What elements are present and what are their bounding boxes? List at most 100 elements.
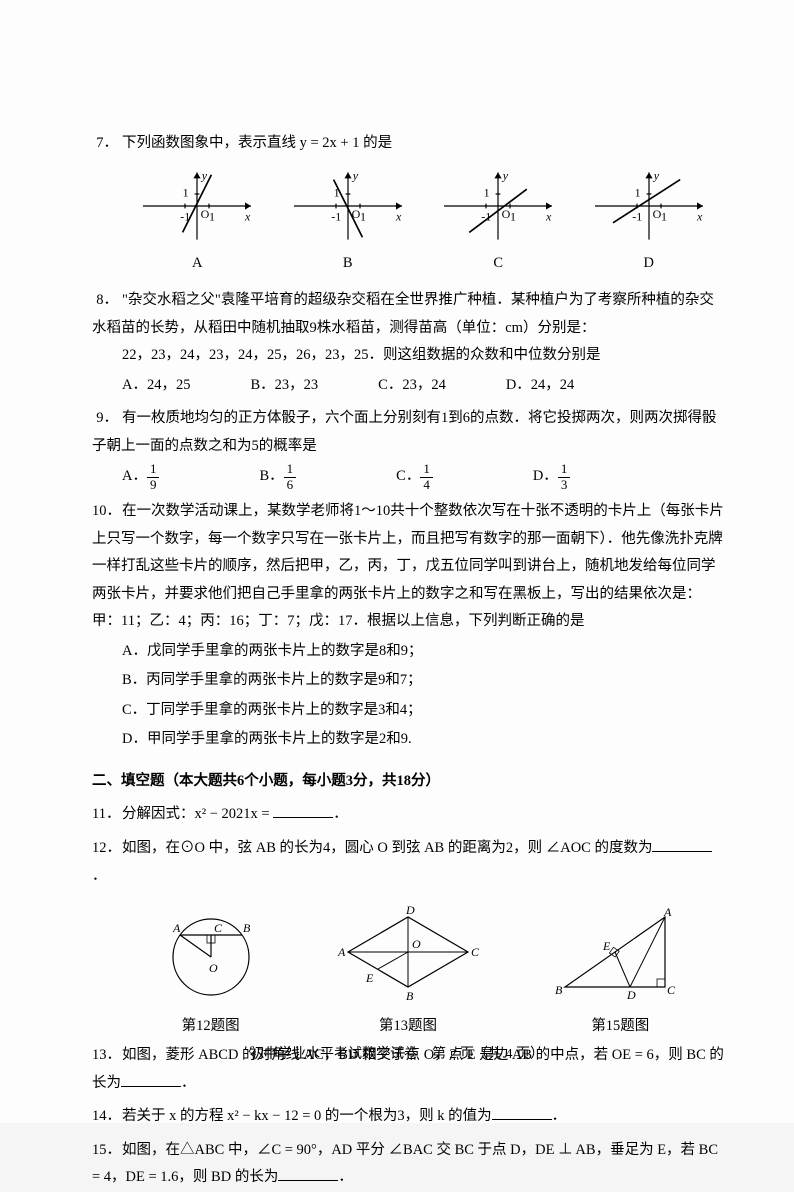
q8-choices: A．24，25 B．23，23 C．23，24 D．24，24 [92, 372, 724, 400]
svg-text:B: B [406, 989, 414, 1002]
coord-graph-icon: -1 O 1 1 y x [137, 166, 257, 246]
q9-choices: A．19 B．16 C．14 D．13 [92, 462, 724, 492]
question-10: 10．在一次数学活动课上，某数学老师将1～10共十个整数依次写在十张不透明的卡片… [92, 498, 724, 754]
q14-number: 14． [92, 1103, 118, 1131]
diagram-15: A B C D E 第15题图 [545, 902, 695, 1040]
svg-text:-1: -1 [180, 209, 190, 223]
q14-text: 若关于 x 的方程 x² − kx − 12 = 0 的一个根为3，则 k 的值… [122, 1108, 492, 1124]
q7-text: 下列函数图象中，表示直线 y = 2x + 1 的是 [122, 135, 392, 151]
q7-graph-a: -1 O 1 1 y x A [127, 166, 267, 278]
svg-text:A: A [172, 921, 181, 935]
q7-label-c: C [428, 250, 568, 278]
svg-text:-1: -1 [632, 209, 642, 223]
q12-number: 12． [92, 835, 118, 863]
coord-graph-icon: -1 O 1 1 y x [288, 166, 408, 246]
q10-option-b: B．丙同学手里拿的两张卡片上的数字是9和7； [122, 667, 724, 695]
q15-number: 15． [92, 1137, 118, 1165]
q15-text: 如图，在△ABC 中，∠C = 90°，AD 平分 ∠BAC 交 BC 于点 D… [92, 1142, 718, 1186]
question-15: 15．如图，在△ABC 中，∠C = 90°，AD 平分 ∠BAC 交 BC 于… [92, 1137, 724, 1192]
diagram-12-caption: 第12题图 [151, 1013, 271, 1041]
svg-text:1: 1 [360, 209, 366, 223]
q10-number: 10． [92, 498, 118, 526]
q8-number: 8． [92, 287, 118, 315]
question-12: 12．如图，在⊙O 中，弦 AB 的长为4，圆心 O 到弦 AB 的距离为2，则… [92, 835, 724, 890]
q8-text1: "杂交水稻之父"袁隆平培育的超级杂交稻在全世界推广种植．某种植户为了考察所种植的… [92, 292, 714, 336]
rhombus-diagram-icon: A B C D E O [328, 902, 488, 1002]
diagram-13: A B C D E O 第13题图 [328, 902, 488, 1040]
q7-label-a: A [127, 250, 267, 278]
svg-text:A: A [663, 905, 672, 919]
section-2-header: 二、填空题（本大题共6个小题，每小题3分，共18分） [92, 768, 724, 796]
svg-text:y: y [653, 168, 660, 182]
q7-number: 7． [92, 130, 118, 158]
svg-text:O: O [209, 961, 218, 975]
q9-text: 有一枚质地均匀的正方体骰子，六个面上分别刻有1到6的点数．将它投掷两次，则两次掷… [92, 410, 717, 454]
svg-text:C: C [471, 945, 480, 959]
q8-text2: 22，23，24，23，24，25，26，23，25．则这组数据的众数和中位数分… [92, 342, 724, 370]
diagram-13-caption: 第13题图 [328, 1013, 488, 1041]
q15-tail: ． [338, 1169, 353, 1185]
q8-choice-a: A．24，25 [122, 372, 190, 400]
q10-option-d: D．甲同学手里拿的两张卡片上的数字是2和9. [122, 726, 724, 754]
q12-blank [652, 836, 712, 852]
q10-option-a: A．戊同学手里拿的两张卡片上的数字是8和9； [122, 638, 724, 666]
diagram-15-caption: 第15题图 [545, 1013, 695, 1041]
svg-text:1: 1 [661, 209, 667, 223]
question-8: 8．"杂交水稻之父"袁隆平培育的超级杂交稻在全世界推广种植．某种植户为了考察所种… [92, 287, 724, 399]
question-7: 7．下列函数图象中，表示直线 y = 2x + 1 的是 -1 O 1 1 [92, 130, 724, 281]
q7-graph-c: -1 O 1 1 y x C [428, 166, 568, 278]
question-14: 14．若关于 x 的方程 x² − kx − 12 = 0 的一个根为3，则 k… [92, 1103, 724, 1131]
q7-graphs: -1 O 1 1 y x A [92, 158, 724, 282]
diagram-row: A B C O 第12题图 A B C D E O 第13题图 [92, 896, 724, 1042]
question-9: 9．有一枚质地均匀的正方体骰子，六个面上分别刻有1到6的点数．将它投掷两次，则两… [92, 405, 724, 492]
q8-choice-b: B．23，23 [250, 372, 318, 400]
diagram-12: A B C O 第12题图 [151, 902, 271, 1040]
q11-tail: ． [333, 806, 348, 822]
svg-text:A: A [337, 945, 346, 959]
svg-text:y: y [502, 168, 509, 182]
page-footer: 初中学业水平考试数学试卷 第 2 页（共 4 页） [0, 1042, 794, 1069]
q7-label-b: B [278, 250, 418, 278]
q13-tail: ． [181, 1075, 196, 1091]
svg-text:1: 1 [183, 185, 189, 199]
q9-choice-a: A．19 [122, 462, 159, 492]
svg-text:C: C [214, 921, 223, 935]
q11-text: 分解因式：x² − 2021x = [122, 806, 273, 822]
svg-text:D: D [405, 903, 415, 917]
svg-text:1: 1 [484, 185, 490, 199]
q14-tail: ． [552, 1108, 567, 1124]
q10-option-c: C．丁同学手里拿的两张卡片上的数字是3和4； [122, 697, 724, 725]
q11-blank [273, 803, 333, 819]
coord-graph-icon: -1 O 1 1 y x [589, 166, 709, 246]
q13-blank [121, 1071, 181, 1087]
svg-text:-1: -1 [331, 209, 341, 223]
svg-text:y: y [201, 168, 208, 182]
q10-options: A．戊同学手里拿的两张卡片上的数字是8和9； B．丙同学手里拿的两张卡片上的数字… [92, 638, 724, 754]
q12-text: 如图，在⊙O 中，弦 AB 的长为4，圆心 O 到弦 AB 的距离为2，则 ∠A… [122, 840, 652, 856]
q14-blank [492, 1105, 552, 1121]
svg-text:O: O [412, 937, 421, 951]
triangle-diagram-icon: A B C D E [545, 902, 695, 1002]
svg-text:x: x [545, 209, 552, 223]
q9-choice-b: B．16 [259, 462, 296, 492]
q9-choice-d: D．13 [533, 462, 570, 492]
svg-text:E: E [602, 939, 611, 953]
exam-page: 7．下列函数图象中，表示直线 y = 2x + 1 的是 -1 O 1 1 [0, 0, 794, 1123]
q10-text: 在一次数学活动课上，某数学老师将1～10共十个整数依次写在十张不透明的卡片上（每… [92, 503, 724, 629]
svg-text:B: B [243, 921, 251, 935]
svg-text:x: x [244, 209, 251, 223]
q7-label-d: D [579, 250, 719, 278]
svg-text:x: x [395, 209, 402, 223]
coord-graph-icon: -1 O 1 1 y x [438, 166, 558, 246]
q9-number: 9． [92, 405, 118, 433]
q7-graph-d: -1 O 1 1 y x D [579, 166, 719, 278]
q9-choice-c: C．14 [396, 462, 433, 492]
q12-tail: ． [92, 868, 107, 884]
svg-text:B: B [555, 983, 563, 997]
svg-text:1: 1 [209, 209, 215, 223]
svg-text:-1: -1 [481, 209, 491, 223]
svg-text:x: x [696, 209, 703, 223]
svg-text:y: y [352, 168, 359, 182]
svg-text:1: 1 [634, 185, 640, 199]
question-11: 11．分解因式：x² − 2021x = ． [92, 801, 724, 829]
